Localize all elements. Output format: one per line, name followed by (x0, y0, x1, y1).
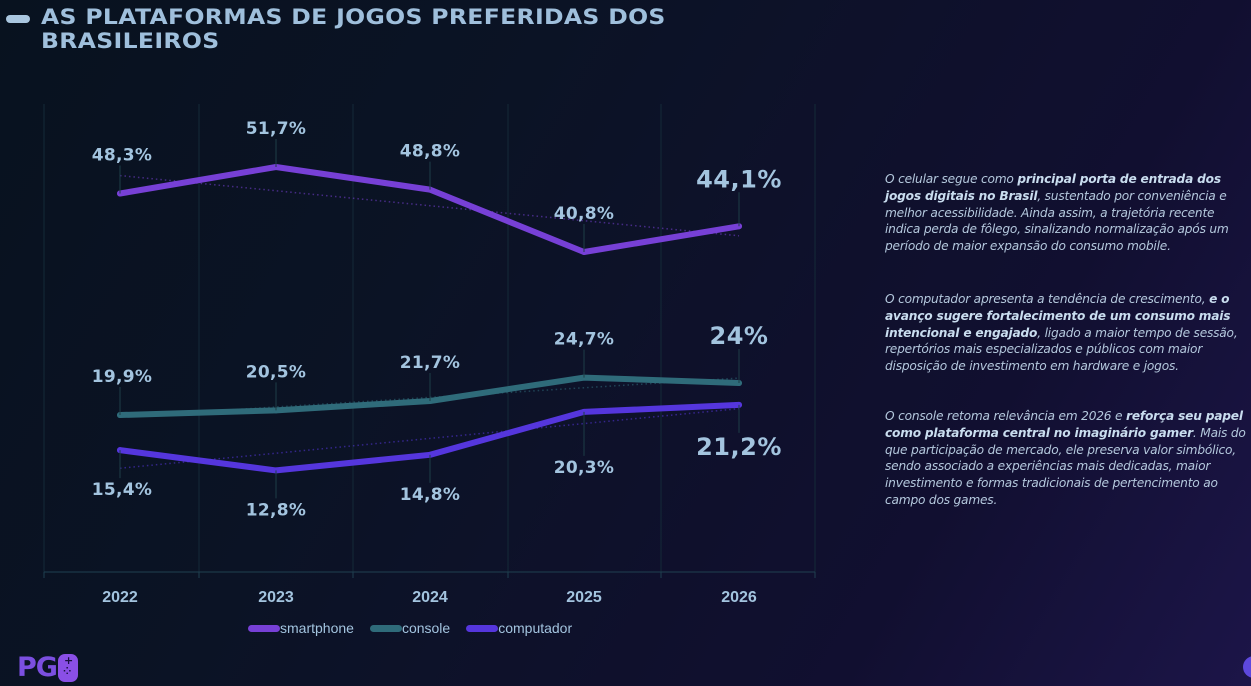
data-label-smartphone: 40,8% (554, 204, 614, 224)
description-highlight: e o avanço sugere fortalecimento de um c… (885, 292, 1231, 340)
data-label-computador: 15,4% (92, 480, 152, 500)
legend-label-console: console (401, 620, 451, 636)
legend-label-smartphone: smartphone (280, 620, 354, 636)
x-tick-label: 2026 (721, 589, 757, 606)
data-label-smartphone: 48,3% (92, 146, 152, 166)
title-dash (6, 15, 30, 23)
legend-label-computador: computador (498, 620, 573, 636)
legend-swatch-console (369, 624, 402, 632)
data-label-console: 24% (710, 322, 769, 350)
x-tick-label: 2024 (412, 589, 448, 606)
trendline-smartphone (119, 174, 740, 237)
legend-swatch-smartphone (248, 624, 280, 632)
description-text: , ligado a maior tempo de sessão, repert… (885, 325, 1238, 374)
description-computador: O computador apresenta a tendência de cr… (885, 291, 1251, 375)
data-label-computador: 12,8% (246, 500, 306, 520)
description-highlight: reforça seu papel como plataforma centra… (885, 409, 1243, 440)
data-label-smartphone: 51,7% (246, 119, 306, 139)
data-label-console: 20,5% (246, 362, 306, 382)
chart-legend: smartphone console computador (248, 620, 572, 636)
x-tick-label: 2022 (102, 589, 138, 606)
description-text: . Mais do que participação de mercado, e… (885, 425, 1246, 507)
line-chart: 2022 2023 2024 2025 2026 48,3% 51,7% 48,8% 40,8%… (43, 104, 816, 606)
data-label-computador: 14,8% (400, 485, 460, 505)
x-tick-label: 2023 (258, 589, 294, 606)
description-smartphone: O celular segue como principal porta de … (885, 171, 1251, 255)
legend-item-computador[interactable]: computador (466, 620, 572, 636)
page-title: AS PLATAFORMAS DE JOGOS PREFERIDAS DOS B… (41, 5, 666, 53)
pgb-logo: PG (17, 652, 78, 683)
legend-item-smartphone[interactable]: smartphone (248, 620, 354, 636)
legend-item-console[interactable]: console (369, 620, 451, 636)
data-label-console: 24,7% (554, 330, 614, 350)
description-text: O console retoma relevância em 2026 e (885, 409, 1127, 423)
data-label-computador: 20,3% (554, 458, 614, 478)
gamepad-icon (57, 653, 78, 682)
data-label-smartphone: 44,1% (696, 165, 782, 193)
data-label-console: 21,7% (400, 353, 460, 373)
description-text: O celular segue como (885, 172, 1018, 186)
description-highlight: principal porta de entrada dos jogos dig… (885, 172, 1221, 203)
corner-dot (1243, 656, 1251, 678)
description-text: O computador apresenta a tendência de cr… (885, 292, 1210, 306)
description-text: , sustentado por conveniência e melhor a… (885, 188, 1229, 254)
description-console: O console retoma relevância em 2026 e re… (885, 408, 1251, 509)
data-label-smartphone: 48,8% (400, 142, 460, 162)
x-tick-label: 2025 (566, 589, 602, 606)
legend-swatch-computador (466, 624, 499, 632)
data-label-computador: 21,2% (696, 433, 782, 461)
trendline-computador (119, 407, 740, 469)
logo-text: PG (17, 652, 58, 683)
data-label-console: 19,9% (92, 367, 152, 387)
